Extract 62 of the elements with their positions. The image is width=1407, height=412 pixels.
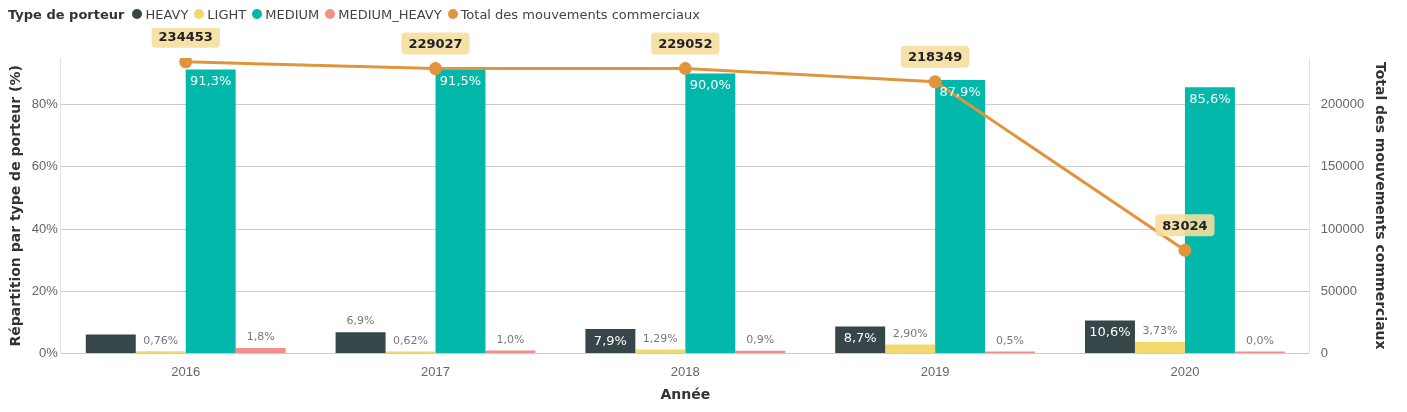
y2-tick-label: 0 xyxy=(1320,345,1329,361)
data-label: 83024 xyxy=(1162,217,1208,233)
data-label: 229052 xyxy=(658,35,713,51)
data-label: 0,9% xyxy=(746,333,775,347)
y2-tick-label: 50000 xyxy=(1320,282,1357,298)
x-tick-label: 2020 xyxy=(1170,363,1200,379)
data-label: 91,3% xyxy=(190,73,232,89)
legend-label: MEDIUM xyxy=(265,6,320,22)
data-label: 1,8% xyxy=(246,330,275,344)
y-tick-label: 0% xyxy=(39,345,59,361)
bar xyxy=(185,69,236,354)
y-tick-label: 20% xyxy=(31,282,59,298)
y2-tick-label: 150000 xyxy=(1320,158,1365,174)
data-label: 218349 xyxy=(907,49,963,65)
data-label: 85,6% xyxy=(1189,91,1231,107)
y2-tick-label: 100000 xyxy=(1320,220,1365,236)
data-label: 1,29% xyxy=(642,331,678,345)
data-label: 0,62% xyxy=(393,333,429,347)
bar xyxy=(1134,341,1185,354)
x-tick-label: 2018 xyxy=(670,363,700,379)
y-tick-label: 40% xyxy=(31,220,59,236)
y2-tick-label: 200000 xyxy=(1320,96,1365,112)
x-tick-label: 2016 xyxy=(171,363,201,379)
bar xyxy=(935,80,986,354)
legend-label: HEAVY xyxy=(145,6,189,22)
y2-axis-title: Total des mouvements commerciaux xyxy=(1372,61,1389,350)
bar xyxy=(85,334,136,354)
bar xyxy=(235,348,286,354)
data-label: 7,9% xyxy=(593,332,627,348)
legend-label: LIGHT xyxy=(207,6,247,22)
y-tick-label: 60% xyxy=(31,158,59,174)
legend-title: Type de porteur xyxy=(8,6,125,22)
x-tick-label: 2019 xyxy=(920,363,950,379)
data-label: 234453 xyxy=(158,29,213,45)
bar xyxy=(435,68,486,354)
point xyxy=(179,58,193,69)
data-label: 91,5% xyxy=(439,72,482,88)
y-axis-title: Répartition par type de porteur (%) xyxy=(7,65,24,347)
data-label: 10,6% xyxy=(1089,324,1131,340)
data-label: 3,73% xyxy=(1142,324,1178,338)
bar xyxy=(335,332,386,354)
point xyxy=(928,75,942,89)
point xyxy=(429,62,443,76)
bar xyxy=(885,344,936,354)
point xyxy=(1178,243,1192,257)
x-axis-title: Année xyxy=(660,386,711,403)
bar xyxy=(685,73,736,354)
legend-label: MEDIUM_HEAVY xyxy=(338,6,442,22)
x-tick-label: 2017 xyxy=(421,363,450,379)
legend-label: Total des mouvements commerciaux xyxy=(460,6,700,22)
y-tick-label: 80% xyxy=(31,96,59,112)
data-label: 8,7% xyxy=(843,330,877,346)
data-label: 6,9% xyxy=(346,314,375,328)
data-label: 2,90% xyxy=(892,326,928,340)
data-label: 0,0% xyxy=(1245,333,1274,347)
data-label: 0,5% xyxy=(996,333,1025,347)
point xyxy=(678,62,692,76)
data-label: 90,0% xyxy=(689,77,731,93)
data-label: 1,0% xyxy=(496,332,525,346)
data-label: 229027 xyxy=(408,35,463,51)
data-label: 0,76% xyxy=(143,333,179,347)
bar xyxy=(485,350,536,354)
